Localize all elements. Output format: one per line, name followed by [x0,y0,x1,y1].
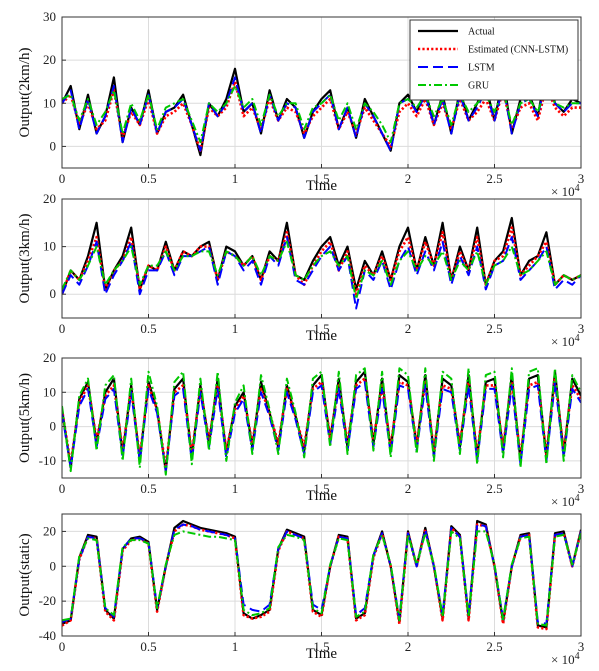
y-tick-label: -10 [39,453,56,468]
series-line-lstm [62,76,581,152]
series-group [62,67,581,157]
y-tick-label: 20 [43,191,56,206]
x-exponent-label: × 104 [551,183,580,199]
x-tick-label: 2.5 [486,481,502,496]
y-tick-label: -40 [39,628,56,643]
x-tick-label: 0.5 [140,321,156,336]
series-line-lstm [62,236,581,310]
x-tick-label: 1.5 [313,321,329,336]
x-tick-label: 2 [405,639,412,654]
legend-entry-label: Actual [468,27,495,38]
y-tick-label: 20 [43,52,56,67]
y-tick-label: 10 [43,239,56,254]
x-tick-label: 0 [59,171,66,186]
x-tick-label: 0.5 [140,639,156,654]
x-exponent-label: × 104 [551,333,580,349]
series-group [62,216,581,310]
series-line-lstm [62,381,581,473]
y-tick-label: 20 [43,523,56,538]
x-tick-label: 1.5 [313,171,329,186]
x-tick-label: 1 [232,321,239,336]
y-tick-label: 30 [43,9,56,24]
series-group [62,367,581,476]
x-tick-label: 0.5 [140,481,156,496]
x-tick-label: 1.5 [313,639,329,654]
y-axis-label: Output(5km/h) [17,373,33,463]
y-tick-label: 10 [43,384,56,399]
y-axis-label: Output(2km/h) [17,48,33,138]
series-line-gru [62,240,581,300]
x-tick-label: 1 [232,639,239,654]
legend-entry-label: LSTM [468,63,495,74]
x-exponent-label: × 104 [551,651,580,667]
x-axis-label: Time [306,646,337,662]
x-tick-label: 3 [578,639,585,654]
y-tick-label: 0 [50,419,57,434]
legend-box [409,19,579,101]
series-line-estimated-cnn-lstm [62,226,581,296]
x-tick-label: 0 [59,481,66,496]
y-tick-label: 0 [50,286,57,301]
series-line-gru [62,85,581,144]
x-tick-label: 1 [232,171,239,186]
subplot-4: 0 0.5 1 1.5 2 2.5 3 -40 -20 0 20 Time × 104 Output(st… [17,513,585,667]
y-tick-label: 0 [50,138,57,153]
x-tick-label: 0 [59,321,66,336]
series-line-estimated-cnn-lstm [62,377,581,470]
x-tick-label: 1 [232,481,239,496]
legend-entry-label: Estimated (CNN-LSTM) [468,45,568,56]
x-tick-label: 3 [578,171,585,186]
x-tick-label: 0.5 [140,171,156,186]
x-axis-label: Time [306,178,337,194]
x-exponent-label: × 104 [551,493,580,509]
y-tick-label: 10 [43,95,56,110]
x-tick-label: 2 [405,481,412,496]
x-tick-label: 3 [578,481,585,496]
x-tick-label: 1.5 [313,481,329,496]
x-tick-label: 3 [578,321,585,336]
y-axis-label: Output(static) [17,533,33,616]
x-tick-label: 2 [405,321,412,336]
y-tick-label: 20 [43,350,56,365]
x-tick-label: 0 [59,639,66,654]
y-tick-label: -20 [39,593,56,608]
y-tick-label: 0 [50,558,57,573]
series-group [62,519,581,631]
y-axis-label: Output(3km/h) [17,214,33,304]
series-line-gru [62,530,581,627]
x-tick-label: 2.5 [486,321,502,336]
legend: Actual Estimated (CNN-LSTM) LSTM GRU [409,19,579,101]
legend-entry-label: GRU [468,81,490,92]
subplot-2: 0 0.5 1 1.5 2 2.5 3 0 10 20 Time × 104 Output(3km/h) [17,191,584,349]
x-tick-label: 2.5 [486,171,502,186]
series-line-gru [62,367,581,476]
x-axis-label: Time [306,328,337,344]
x-tick-label: 2 [405,171,412,186]
x-tick-label: 2.5 [486,639,502,654]
x-axis-label: Time [306,488,337,504]
